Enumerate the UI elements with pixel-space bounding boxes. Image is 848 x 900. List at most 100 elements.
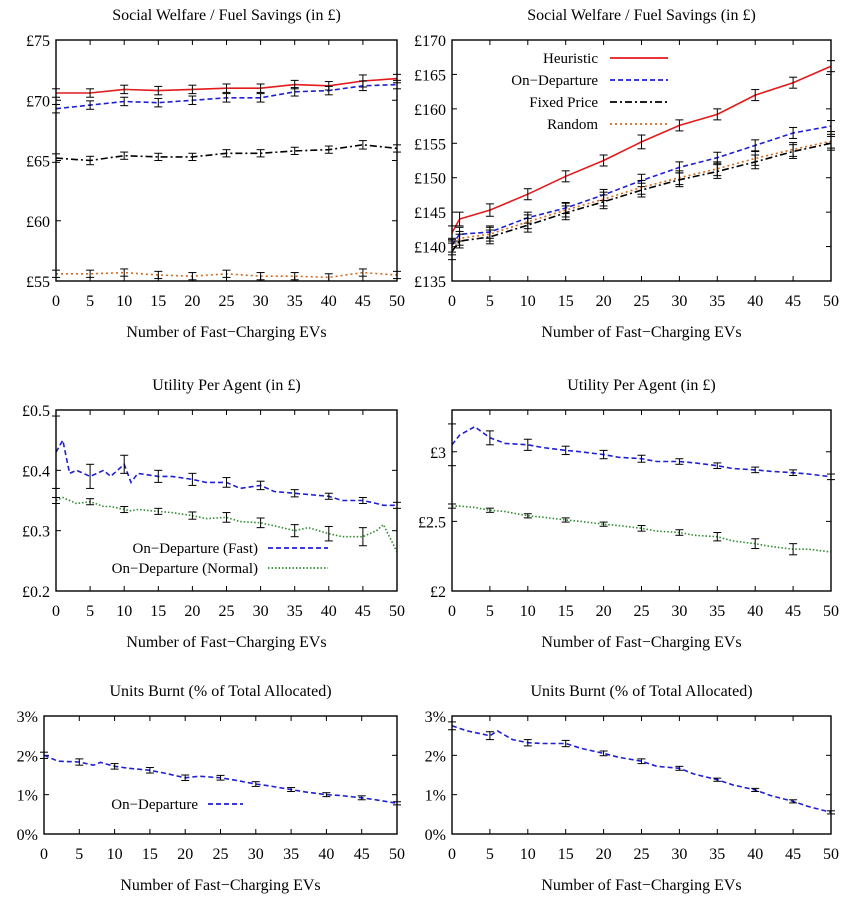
error-bar xyxy=(287,787,296,793)
x-tick-label: 50 xyxy=(389,603,405,620)
error-bar xyxy=(675,458,684,465)
error-bar xyxy=(188,472,197,486)
y-tick-label: 0% xyxy=(425,827,446,844)
chart-panel-1: Social Welfare / Fuel Savings (in £) Numb… xyxy=(26,7,405,341)
x-tick-label: 35 xyxy=(709,293,725,310)
x-tick-label: 20 xyxy=(184,603,200,620)
error-bar xyxy=(751,466,760,474)
x-tick-label: 20 xyxy=(596,846,612,863)
error-bar xyxy=(523,188,532,201)
y-tick-label: £0.5 xyxy=(22,403,50,420)
error-bar xyxy=(523,513,532,519)
x-tick-label: 15 xyxy=(142,846,158,863)
error-bar xyxy=(75,758,84,766)
x-tick-label: 40 xyxy=(318,846,334,863)
error-bar xyxy=(290,272,299,281)
x-tick-label: 10 xyxy=(116,603,132,620)
error-bar xyxy=(523,739,532,747)
x-tick-label: 30 xyxy=(253,293,269,310)
error-bar xyxy=(637,758,646,765)
error-bar xyxy=(358,140,367,150)
x-tick-label: 15 xyxy=(150,293,166,310)
plot-frame xyxy=(55,409,398,592)
error-bar xyxy=(256,149,265,158)
x-tick-label: 5 xyxy=(86,603,94,620)
x-tick-label: 45 xyxy=(785,293,801,310)
x-tick-label: 10 xyxy=(107,846,123,863)
error-bar xyxy=(216,774,225,781)
y-tick-label: £140 xyxy=(414,240,446,257)
error-bar xyxy=(256,93,265,103)
x-tick-label: 35 xyxy=(283,846,299,863)
x-tick-label: 15 xyxy=(150,603,166,620)
chart-title: Utility Per Agent (in £) xyxy=(152,377,300,394)
chart-panel-4: Utility Per Agent (in £) Number of Fast−C… xyxy=(418,377,839,651)
error-bar xyxy=(789,543,798,556)
y-tick-label: £150 xyxy=(414,171,446,188)
y-tick-label: £55 xyxy=(26,274,50,291)
y-tick-label: £60 xyxy=(26,214,50,231)
x-tick-label: 0 xyxy=(448,603,456,620)
error-bar xyxy=(599,191,608,207)
error-bar xyxy=(86,155,95,166)
chart-panel-2: Social Welfare / Fuel Savings (in £) Numb… xyxy=(414,7,839,341)
y-tick-label: £2.5 xyxy=(418,514,446,531)
series-line-2 xyxy=(56,496,397,553)
x-tick-label: 40 xyxy=(747,846,763,863)
error-bar xyxy=(188,152,197,161)
error-bar xyxy=(222,512,231,523)
legend: On−Departure xyxy=(111,797,243,813)
x-tick-label: 10 xyxy=(520,846,536,863)
error-bar xyxy=(789,142,798,157)
x-tick-label: 20 xyxy=(596,293,612,310)
error-bar xyxy=(789,126,798,139)
x-tick-label: 5 xyxy=(86,293,94,310)
error-bar xyxy=(358,496,367,505)
y-tick-label: £155 xyxy=(414,136,446,153)
x-tick-label: 45 xyxy=(354,846,370,863)
error-bar xyxy=(637,525,646,532)
y-tick-label: £2 xyxy=(430,584,446,601)
error-bar xyxy=(675,529,684,536)
error-bar xyxy=(713,108,722,121)
error-bar xyxy=(256,272,265,281)
error-bar xyxy=(188,84,197,95)
error-bar xyxy=(675,765,684,771)
error-bar xyxy=(455,230,464,246)
error-bar xyxy=(110,763,119,770)
y-tick-label: £3 xyxy=(430,445,446,462)
error-bar xyxy=(324,525,333,542)
y-tick-label: £165 xyxy=(414,67,446,84)
y-tick-label: 0% xyxy=(17,827,38,844)
error-bar xyxy=(713,532,722,542)
x-tick-label: 0 xyxy=(52,293,60,310)
x-tick-label: 45 xyxy=(785,603,801,620)
error-bar xyxy=(290,489,299,498)
error-bar xyxy=(455,211,464,227)
x-tick-label: 50 xyxy=(823,846,839,863)
error-bar xyxy=(256,480,265,491)
y-tick-label: £0.4 xyxy=(22,463,50,480)
y-tick-label: 2% xyxy=(425,748,446,765)
error-bar xyxy=(154,85,163,96)
x-tick-label: 25 xyxy=(634,603,650,620)
error-bar xyxy=(120,506,129,514)
error-bar xyxy=(120,96,129,107)
x-tick-label: 35 xyxy=(287,293,303,310)
error-bar xyxy=(358,268,367,277)
x-tick-label: 15 xyxy=(558,603,574,620)
error-bar xyxy=(789,799,798,804)
error-bar xyxy=(120,151,129,160)
error-bar xyxy=(599,449,608,460)
error-bar xyxy=(256,517,265,529)
y-tick-label: £75 xyxy=(26,33,50,50)
error-bar xyxy=(561,170,570,183)
x-tick-label: 50 xyxy=(389,293,405,310)
y-tick-label: £0.3 xyxy=(22,524,50,541)
error-bar xyxy=(145,767,154,774)
legend-label: Random xyxy=(547,117,598,133)
x-tick-label: 10 xyxy=(520,603,536,620)
series-line-3 xyxy=(452,142,831,252)
error-bar xyxy=(290,146,299,155)
